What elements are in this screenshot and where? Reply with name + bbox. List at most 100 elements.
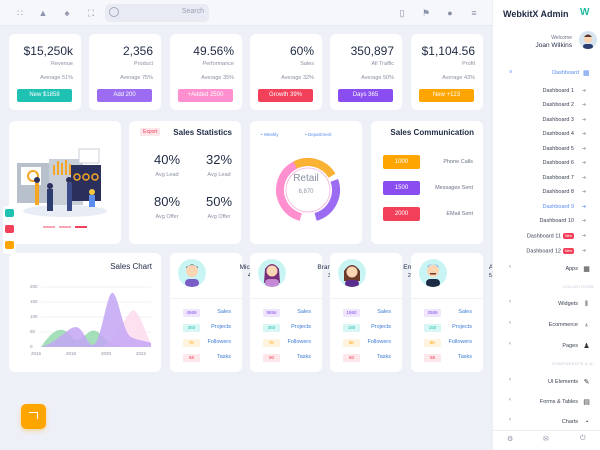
sidebar-item-ecommerce[interactable]: Ecommerce xyxy=(548,322,578,328)
arrow-right-icon: ➔ xyxy=(582,117,587,123)
chevron-left-icon[interactable]: ‹ xyxy=(509,320,511,326)
stat-button[interactable]: New $1858 xyxy=(17,89,72,102)
followers-chip: 5K xyxy=(343,339,360,347)
sidebar-item-dashboard-8[interactable]: Dashboard 8 xyxy=(542,189,575,195)
flag-icon[interactable]: ⚑ xyxy=(421,8,431,18)
email-sent-label: EMail Sent xyxy=(446,211,473,217)
bell-icon[interactable]: ♠ xyxy=(64,8,70,18)
profile-card-michael[interactable]: Michael 4.5 ★ 4569 Sales 360 Projects 7K… xyxy=(170,253,262,372)
sidebar-item-dashboard-11[interactable]: Dashboard 11 New xyxy=(526,233,574,240)
arrow-right-icon: ➔ xyxy=(582,189,587,195)
grid-icon[interactable]: ∷ xyxy=(17,8,23,18)
stat-average: Average 32% xyxy=(281,75,314,81)
stat-button[interactable]: New +123 xyxy=(419,89,474,102)
brand-logo-icon[interactable]: W xyxy=(580,7,590,18)
sales-link[interactable]: Sales xyxy=(377,309,391,315)
projects-link[interactable]: Projects xyxy=(452,324,472,330)
legend-department[interactable]: • Department xyxy=(305,132,332,137)
money-icon[interactable] xyxy=(5,209,14,217)
sidebar-item-widgets[interactable]: Widgets xyxy=(558,301,578,307)
stat-button[interactable]: Add 200 xyxy=(97,89,152,102)
chevron-left-icon[interactable]: ‹ xyxy=(509,299,511,305)
power-icon[interactable]: ⏻ xyxy=(580,435,586,442)
phone-calls-value[interactable]: 1000 xyxy=(383,155,420,169)
sidebar-item-dashboard[interactable]: Dashboard xyxy=(552,70,579,76)
sidebar-item-dashboard-6[interactable]: Dashboard 6 xyxy=(542,160,575,166)
stat-button[interactable]: Days 365 xyxy=(338,89,393,102)
projects-link[interactable]: Projects xyxy=(211,324,231,330)
sidebar-item-dashboard-1[interactable]: Dashboard 1 xyxy=(542,88,575,94)
sidebar-item-dashboard-7[interactable]: Dashboard 7 xyxy=(542,175,575,181)
projects-chip: 150 xyxy=(424,324,441,332)
sidebar-item-pages[interactable]: Pages xyxy=(562,343,578,349)
tasks-link[interactable]: Tasks xyxy=(376,354,391,360)
new-badge: New xyxy=(562,248,574,254)
settings-icon[interactable]: ≡ xyxy=(471,8,477,18)
sidebar-item-dashboard-2[interactable]: Dashboard 2 xyxy=(542,102,575,108)
search-input[interactable]: Search xyxy=(105,4,209,22)
sales-chip: 1560 xyxy=(343,309,360,317)
sidebar-item-dashboard-3[interactable]: Dashboard 3 xyxy=(542,117,575,123)
sidebar-item-dashboard-10[interactable]: Dashboard 10 xyxy=(539,218,574,224)
chevron-down-icon[interactable]: ˅ xyxy=(509,70,513,76)
floating-action-button[interactable] xyxy=(21,404,46,429)
sales-chip: 9856 xyxy=(263,309,280,317)
globe-icon[interactable]: ● xyxy=(447,8,453,18)
followers-link[interactable]: Followers xyxy=(207,339,231,345)
stat-card-sales: 60% Sales Average 32% Growth 39% xyxy=(250,34,322,110)
sidebar-item-dashboard-5[interactable]: Dashboard 5 xyxy=(542,146,575,152)
sidebar-item-ui-elements[interactable]: UI Elements xyxy=(548,379,578,385)
chevron-left-icon[interactable]: ‹ xyxy=(509,377,511,383)
followers-link[interactable]: Followers xyxy=(448,339,472,345)
sales-link[interactable]: Sales xyxy=(297,309,311,315)
stat-button[interactable]: +Added 2500 xyxy=(178,89,233,102)
sidebar-item-apps[interactable]: Apps xyxy=(565,266,578,272)
user-avatar[interactable] xyxy=(579,31,597,49)
sidebar-item-charts[interactable]: Charts xyxy=(561,419,578,425)
mail-icon[interactable]: ✉ xyxy=(543,436,549,443)
projects-link[interactable]: Projects xyxy=(291,324,311,330)
followers-link[interactable]: Followers xyxy=(367,339,391,345)
sidebar-item-dashboard-9[interactable]: Dashboard 9 xyxy=(542,204,575,210)
profile-card-emma[interactable]: Emma 2.5 ★ 1560 Sales 180 Projects 5K Fo… xyxy=(330,253,422,372)
sales-link[interactable]: Sales xyxy=(458,309,472,315)
followers-link[interactable]: Followers xyxy=(287,339,311,345)
clipboard-icon[interactable]: ▯ xyxy=(399,8,405,18)
export-button[interactable]: Export xyxy=(140,128,161,136)
window-icon xyxy=(29,412,38,419)
chevron-left-icon[interactable]: ‹ xyxy=(509,397,511,403)
sales-chip: 2589 xyxy=(424,309,441,317)
stat-value: 50% xyxy=(205,194,233,209)
tasks-link[interactable]: Tasks xyxy=(457,354,472,360)
settings-gear-icon[interactable]: ⚙ xyxy=(507,436,514,443)
chevron-left-icon[interactable]: ‹ xyxy=(509,264,511,270)
email-sent-value[interactable]: 2000 xyxy=(383,207,420,221)
donut-center-value: 6,870 xyxy=(298,189,314,195)
wallet-icon[interactable] xyxy=(5,225,14,233)
cards-icon[interactable] xyxy=(5,241,14,249)
stat-value: 2,356 xyxy=(122,44,153,58)
phone-calls-label: Phone Calls xyxy=(443,159,473,165)
sales-chart-card: Sales Chart 200 150 100 50 0 2016 2018 2… xyxy=(9,253,161,372)
projects-chip: 360 xyxy=(263,324,280,332)
tasks-link[interactable]: Tasks xyxy=(216,354,231,360)
sidebar-item-forms-tables[interactable]: Forms & Tables xyxy=(539,399,578,405)
projects-link[interactable]: Projects xyxy=(371,324,391,330)
sidebar-item-dashboard-12[interactable]: Dashboard 12 New xyxy=(526,248,574,255)
sidebar-item-dashboard-4[interactable]: Dashboard 4 xyxy=(542,131,575,137)
tasks-link[interactable]: Tasks xyxy=(296,354,311,360)
stat-label: Avg Offer xyxy=(207,214,231,220)
user-icon[interactable]: ▲ xyxy=(38,8,48,18)
chevron-left-icon[interactable]: ‹ xyxy=(509,417,511,423)
profile-card-brandon[interactable]: Brandon 3.8 ★ 9856 Sales 360 Projects 7K… xyxy=(250,253,342,372)
stat-button[interactable]: Growth 39% xyxy=(258,89,313,102)
fullscreen-icon[interactable]: ⛶ xyxy=(87,8,95,18)
pie-chart-icon: ◔ xyxy=(584,419,589,426)
legend-weekly[interactable]: • Weekly xyxy=(261,132,279,137)
messages-sent-value[interactable]: 1500 xyxy=(383,181,420,195)
donut-center-label: Retail xyxy=(293,173,319,184)
sales-link[interactable]: Sales xyxy=(217,309,231,315)
brand-name[interactable]: WebkitX Admin xyxy=(503,9,569,19)
chevron-left-icon[interactable]: ‹ xyxy=(509,341,511,347)
profile-card-alexi[interactable]: Alexi 5.0 ★ 2589 Sales 150 Projects 8K F… xyxy=(411,253,503,372)
